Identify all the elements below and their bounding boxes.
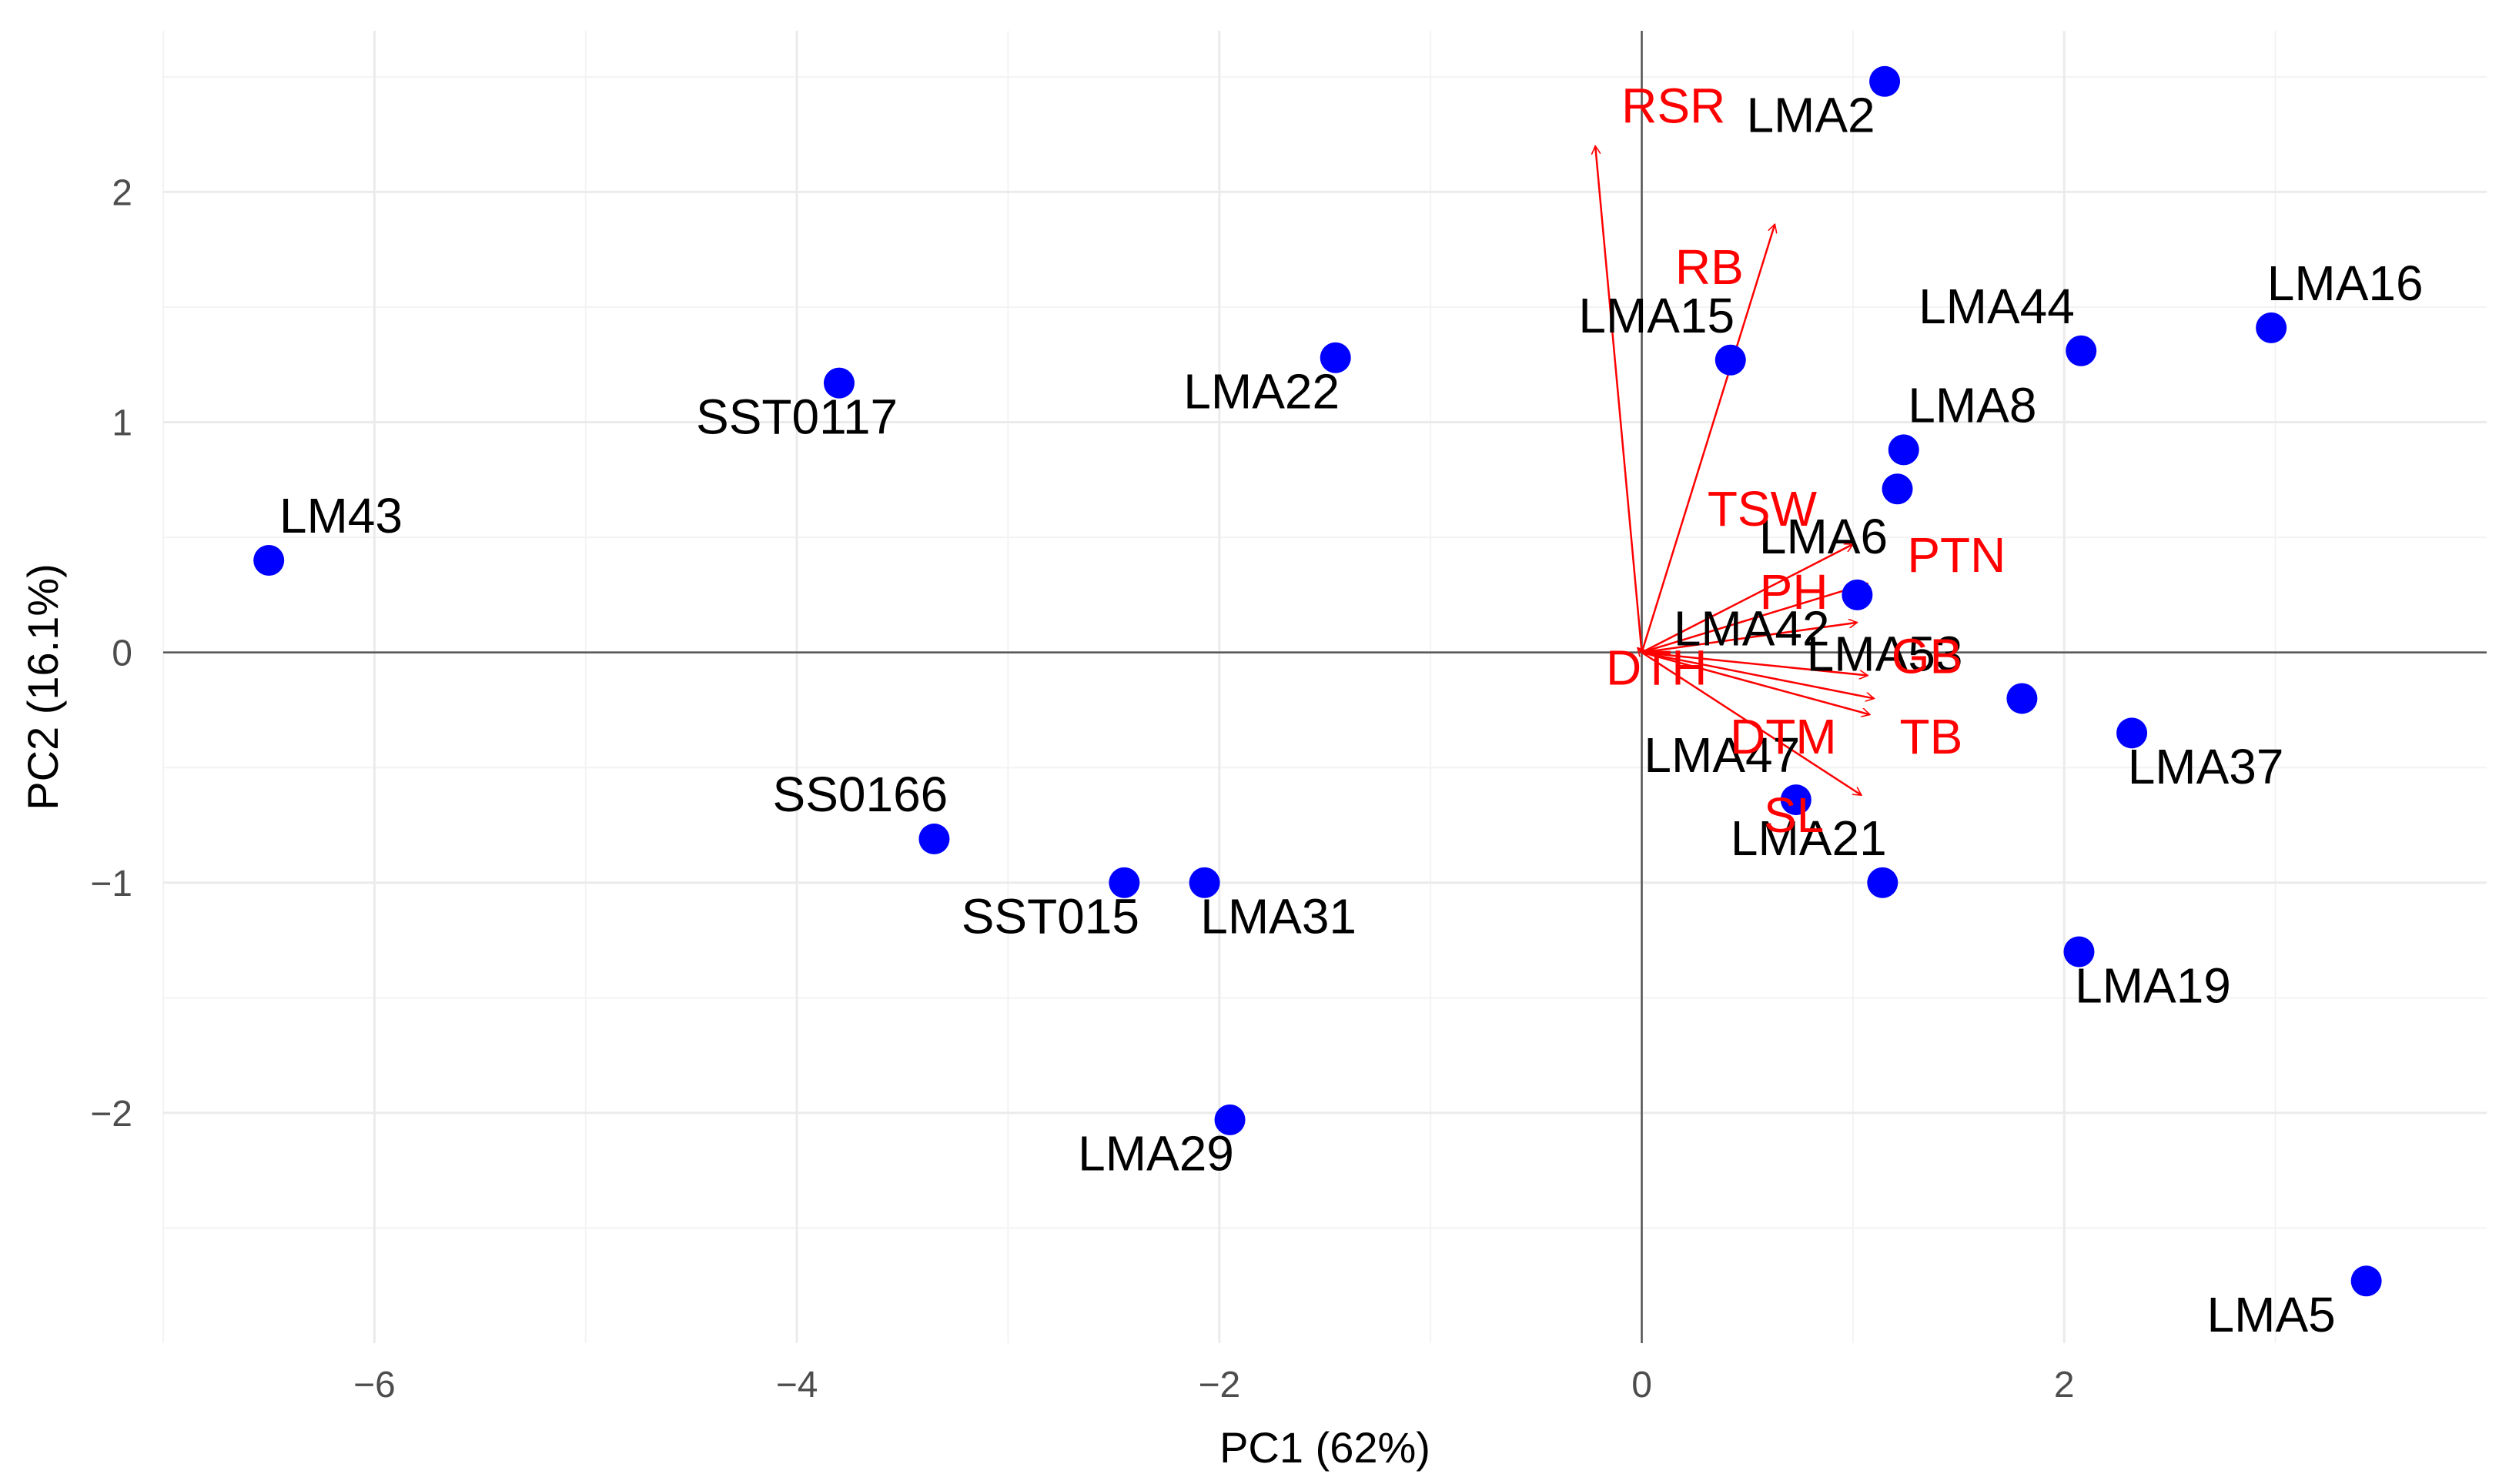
grid-layer	[162, 31, 2487, 1343]
point-label: LMA47	[1644, 727, 1800, 783]
data-point	[2063, 936, 2095, 968]
point-label: LMA53	[1807, 627, 1963, 682]
variable-label: TB	[1900, 709, 1963, 764]
variable-label: TSW	[1708, 481, 1818, 536]
variable-arrow	[1641, 544, 1853, 653]
x-tick-label: −2	[1198, 1365, 1240, 1405]
point-label: LMA21	[1731, 811, 1887, 866]
variable-arrow	[1641, 651, 1875, 699]
axis-titles: PC1 (62%) PC2 (16.1%)	[18, 563, 1430, 1472]
data-point	[1320, 342, 1351, 373]
data-point	[1867, 867, 1898, 898]
variable-arrow	[1638, 648, 1641, 653]
y-tick-label: −1	[90, 864, 132, 904]
data-point	[2116, 717, 2148, 749]
point-label: LMA8	[1908, 378, 2036, 433]
variable-label: GB	[1892, 629, 1962, 684]
point-label: LM43	[279, 488, 403, 543]
variable-arrow	[1641, 651, 1870, 715]
y-tick-label: 1	[112, 403, 132, 444]
data-point	[1780, 784, 1811, 816]
point-label: LMA5	[2207, 1287, 2336, 1342]
variable-label: DTH	[1606, 640, 1708, 696]
data-point	[1714, 344, 1746, 376]
variable-arrow	[1641, 623, 1858, 653]
x-tick-label: −4	[776, 1365, 818, 1405]
variable-arrow	[1595, 146, 1643, 653]
axes-layer: −6 −4 −2 0 2 −2 −1 0 1 2	[90, 31, 2487, 1405]
point-label: LMA15	[1578, 288, 1735, 343]
data-point	[1869, 65, 1901, 97]
x-tick-label: 2	[2054, 1365, 2075, 1405]
variable-label: RB	[1675, 239, 1744, 295]
point-label: LMA2	[1746, 88, 1875, 143]
y-tick-label: 0	[112, 633, 132, 674]
data-point	[823, 367, 855, 399]
data-point	[918, 823, 950, 854]
data-point	[2350, 1265, 2382, 1297]
variable-label: SL	[1764, 787, 1824, 843]
data-point	[2256, 312, 2287, 343]
data-point	[1888, 434, 1919, 466]
data-points	[253, 65, 2382, 1297]
data-point	[2006, 683, 2038, 714]
data-point	[1882, 473, 1913, 505]
data-point	[1842, 579, 1873, 610]
variable-arrow	[1641, 583, 1868, 653]
variable-label: PTN	[1907, 527, 2006, 583]
labels-layer: LM43 SST0117 LMA22 SS0166 SST015 LMA31 LMA29 LM…	[279, 79, 2424, 1342]
point-label: LMA31	[1200, 889, 1357, 944]
y-axis-title: PC2 (16.1%)	[18, 563, 67, 811]
point-label: LMA6	[1759, 509, 1888, 564]
point-label: SS0166	[773, 767, 948, 822]
point-label: SST0117	[696, 389, 898, 444]
data-point	[2066, 335, 2097, 366]
data-point	[1214, 1104, 1246, 1135]
variable-label: DTM	[1730, 709, 1837, 764]
point-label: LMA22	[1183, 364, 1340, 419]
y-tick-label: −2	[90, 1094, 132, 1135]
point-label: SST015	[962, 889, 1139, 944]
point-label: LMA44	[1919, 279, 2075, 334]
variable-arrow	[1641, 224, 1775, 653]
data-point	[1109, 867, 1140, 898]
data-point	[1189, 867, 1220, 898]
x-tick-label: 0	[1631, 1365, 1652, 1405]
variable-arrow	[1641, 651, 1868, 676]
variable-arrows	[1595, 146, 1875, 797]
y-tick-label: 2	[112, 172, 132, 213]
point-label: LMA42	[1674, 601, 1830, 657]
point-label: LMA29	[1078, 1126, 1234, 1182]
variable-label: PH	[1760, 564, 1828, 620]
x-axis-title: PC1 (62%)	[1219, 1423, 1430, 1472]
x-tick-label: −6	[353, 1365, 396, 1405]
point-label: LMA37	[2128, 739, 2284, 794]
point-label: LMA19	[2075, 958, 2231, 1013]
variable-label: RSR	[1621, 79, 1725, 134]
point-label: LMA16	[2267, 256, 2424, 311]
variable-arrow	[1641, 651, 1862, 797]
data-point	[253, 544, 285, 576]
